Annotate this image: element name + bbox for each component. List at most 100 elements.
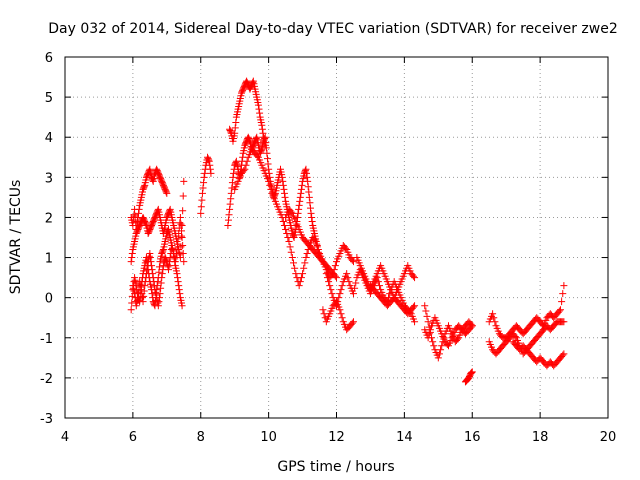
x-tick-label: 4 <box>61 430 69 445</box>
data-point <box>349 290 357 298</box>
data-point <box>302 254 310 262</box>
data-point <box>128 254 136 262</box>
series-arc-l <box>353 254 419 302</box>
data-point <box>303 173 311 181</box>
data-point <box>128 250 136 258</box>
series-arc-p <box>461 368 476 386</box>
data-point <box>292 221 300 229</box>
data-point <box>490 314 498 322</box>
data-point <box>179 250 187 258</box>
data-point <box>279 181 287 189</box>
data-point <box>240 167 248 175</box>
data-point <box>165 266 173 274</box>
data-point <box>292 270 300 278</box>
data-point <box>257 147 265 155</box>
data-point <box>325 278 333 286</box>
data-point <box>140 287 148 295</box>
data-point <box>281 193 289 201</box>
data-point <box>305 188 313 196</box>
data-point <box>229 173 237 181</box>
data-point <box>148 262 156 270</box>
data-point <box>338 282 346 290</box>
data-point <box>176 213 184 221</box>
data-point <box>175 286 183 294</box>
data-point <box>301 259 309 267</box>
x-tick-label: 6 <box>129 430 137 445</box>
y-tick-label: 5 <box>45 91 53 106</box>
data-point <box>342 244 350 252</box>
data-point <box>163 189 171 197</box>
data-point <box>511 332 519 340</box>
y-tick-label: 1 <box>45 252 53 267</box>
series-arc-e <box>197 153 215 217</box>
data-point <box>327 286 335 294</box>
data-marks <box>127 77 568 386</box>
data-point <box>422 307 430 315</box>
data-point <box>425 330 433 338</box>
data-point <box>265 165 273 173</box>
data-point <box>326 282 334 290</box>
series-arc-i <box>282 205 357 282</box>
data-point <box>149 274 157 282</box>
data-point <box>141 278 149 286</box>
data-point <box>157 279 165 287</box>
data-point <box>421 302 429 310</box>
data-point <box>331 262 339 270</box>
x-tick-label: 16 <box>464 430 481 445</box>
data-point <box>178 302 186 310</box>
data-point <box>176 290 184 298</box>
data-point <box>178 234 186 241</box>
data-point <box>197 209 205 217</box>
data-point <box>560 282 568 290</box>
data-point <box>243 157 251 165</box>
data-point <box>345 278 353 286</box>
data-point <box>283 229 291 237</box>
data-point <box>285 238 293 246</box>
data-point <box>207 169 215 177</box>
data-point <box>290 259 298 267</box>
data-point <box>179 207 187 215</box>
data-point <box>297 185 305 193</box>
data-point <box>174 235 182 243</box>
data-point <box>307 209 315 217</box>
data-point <box>256 109 264 117</box>
data-point <box>135 205 143 213</box>
data-point <box>179 192 187 200</box>
data-point <box>130 211 138 219</box>
data-point <box>429 338 437 346</box>
data-point <box>249 78 257 86</box>
data-point <box>149 176 157 184</box>
data-point <box>228 179 236 187</box>
series-arc-d <box>129 242 186 310</box>
data-point <box>411 274 419 282</box>
data-point <box>180 177 188 185</box>
y-tick-label: 2 <box>45 211 53 226</box>
data-point <box>560 318 568 326</box>
data-point <box>258 121 266 129</box>
data-point <box>333 274 340 282</box>
data-point <box>225 211 233 219</box>
data-point <box>284 234 292 241</box>
data-point <box>236 173 244 181</box>
data-point <box>127 258 135 266</box>
x-tick-label: 18 <box>532 430 549 445</box>
data-point <box>206 165 214 173</box>
data-point <box>328 271 336 279</box>
y-tick-label: 3 <box>45 171 53 186</box>
data-point <box>468 368 476 376</box>
data-point <box>467 323 475 331</box>
data-point <box>323 274 331 282</box>
data-point <box>162 256 170 264</box>
data-point <box>336 290 344 298</box>
data-point <box>254 101 262 109</box>
data-point <box>344 274 352 282</box>
series-arc-f <box>226 77 269 149</box>
data-point <box>304 177 312 185</box>
data-point <box>290 232 298 240</box>
data-point <box>351 284 359 292</box>
series-arc-q <box>485 282 568 342</box>
data-point <box>205 156 213 164</box>
data-point <box>280 189 288 197</box>
data-point <box>241 165 249 173</box>
data-point <box>298 181 306 189</box>
